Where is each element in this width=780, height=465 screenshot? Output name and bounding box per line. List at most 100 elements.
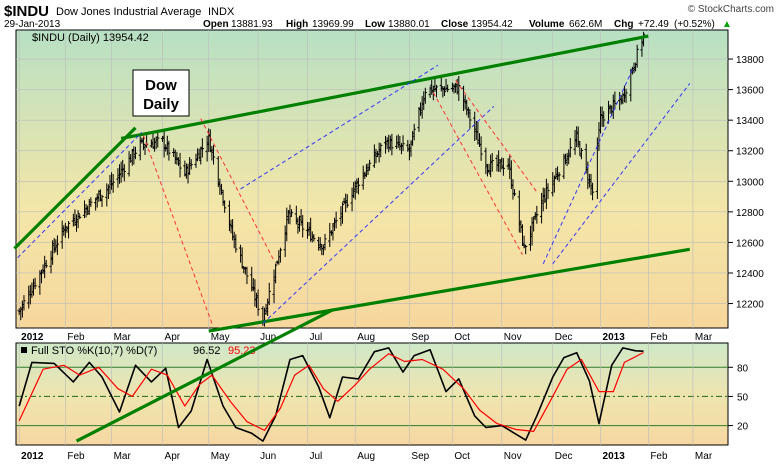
month-label: Jul bbox=[309, 451, 322, 462]
blue-channel-line bbox=[240, 64, 439, 190]
green-trendline bbox=[120, 34, 649, 141]
price-bars bbox=[17, 31, 646, 327]
sto-lines bbox=[18, 347, 644, 442]
open-value: 13881.93 bbox=[231, 19, 273, 30]
month-label: Mar bbox=[695, 332, 713, 343]
chg-label: Chg bbox=[614, 19, 633, 30]
month-label: Mar bbox=[695, 451, 713, 462]
month-label: 2013 bbox=[603, 332, 626, 343]
exchange-code: INDX bbox=[208, 6, 235, 18]
index-name: Dow Jones Industrial Average bbox=[56, 6, 201, 18]
blue-channel-line bbox=[552, 83, 691, 265]
month-axis-sto: 2012 Feb Mar Apr May Jun Jul Aug Sep Oct Nov Dec 201… bbox=[21, 451, 713, 462]
price-tick-label: 13400 bbox=[736, 116, 764, 127]
blue-channel-line bbox=[542, 69, 633, 265]
high-value: 13969.99 bbox=[312, 19, 354, 30]
price-tick-label: 12400 bbox=[736, 269, 764, 280]
month-label: 2012 bbox=[21, 451, 44, 462]
price-panel-background bbox=[15, 29, 729, 329]
price-tick-label: 12800 bbox=[736, 208, 764, 219]
sto-k-value: 96.52 bbox=[193, 345, 221, 357]
close-value: 13954.42 bbox=[471, 19, 513, 30]
green-trendline bbox=[13, 126, 137, 250]
sto-tick-label: 20 bbox=[737, 422, 749, 433]
high-label: High bbox=[286, 19, 308, 30]
month-label: Mar bbox=[114, 332, 132, 343]
chg-percent: (+0.52%) bbox=[674, 19, 715, 30]
close-label: Close bbox=[441, 19, 469, 30]
month-label: Feb bbox=[67, 332, 85, 343]
price-tick-label: 12200 bbox=[736, 300, 764, 311]
price-tick-label: 13800 bbox=[736, 55, 764, 66]
price-tick-label: 13000 bbox=[736, 177, 764, 188]
volume-value: 662.6M bbox=[569, 19, 602, 30]
annotation-box bbox=[132, 69, 190, 117]
month-label: Sep bbox=[411, 451, 429, 462]
sto-tick-label: 80 bbox=[737, 363, 749, 374]
sto-axis: 20 50 80 bbox=[728, 363, 749, 433]
month-label: 2012 bbox=[21, 332, 44, 343]
price-panel: 12200 12400 12600 12800 13000 13200 13400 13600… bbox=[15, 29, 764, 329]
month-label: Apr bbox=[165, 451, 181, 462]
red-channel-line bbox=[432, 92, 523, 255]
price-axis: 12200 12400 12600 12800 13000 13200 13400 13600… bbox=[728, 55, 764, 311]
annotation-line-2: Daily bbox=[143, 96, 180, 113]
volume-label: Volume bbox=[529, 19, 565, 30]
red-channel-line bbox=[142, 135, 213, 324]
price-gridlines bbox=[16, 30, 728, 328]
price-legend: $INDU (Daily) 13954.42 bbox=[32, 32, 149, 44]
month-label: Aug bbox=[357, 332, 375, 343]
low-value: 13880.01 bbox=[388, 19, 430, 30]
sto-tick-label: 50 bbox=[737, 392, 749, 403]
month-label: May bbox=[211, 332, 230, 343]
sto-legend-label: Full STO %K(10,7) %D(7) bbox=[31, 345, 157, 357]
sto-panel: 20 50 80 Full STO %K(10,7) %D(7) 96.52 95.… bbox=[15, 342, 749, 446]
chg-value: +72.49 bbox=[638, 19, 669, 30]
open-label: Open bbox=[203, 19, 229, 30]
month-label: Oct bbox=[454, 332, 470, 343]
green-trendline bbox=[208, 247, 691, 333]
sto-panel-background bbox=[15, 342, 729, 446]
green-trendline bbox=[75, 308, 334, 443]
month-axis-price: 2012 Feb Mar Apr May Jun Jul Aug Sep Oct Nov Dec 201… bbox=[21, 332, 713, 343]
trendlines bbox=[13, 34, 691, 443]
sto-gridlines bbox=[16, 343, 728, 445]
month-label: Feb bbox=[650, 451, 668, 462]
price-tick-label: 13600 bbox=[736, 86, 764, 97]
month-label: Jun bbox=[260, 451, 276, 462]
month-label: Apr bbox=[165, 332, 181, 343]
sto-legend-swatch bbox=[21, 347, 27, 353]
month-label: Feb bbox=[650, 332, 668, 343]
month-label: Dec bbox=[555, 451, 573, 462]
blue-channel-line bbox=[17, 132, 143, 259]
month-label: Mar bbox=[114, 451, 132, 462]
month-label: Nov bbox=[504, 451, 522, 462]
up-arrow-icon: ▲ bbox=[722, 19, 732, 30]
annotation-line-1: Dow bbox=[145, 77, 177, 94]
month-label: Sep bbox=[411, 332, 429, 343]
price-tick-label: 12600 bbox=[736, 238, 764, 249]
low-label: Low bbox=[365, 19, 385, 30]
month-label: Feb bbox=[67, 451, 85, 462]
dow-daily-annotation: Dow Daily bbox=[132, 69, 190, 117]
month-label: Nov bbox=[504, 332, 522, 343]
symbol-title: $INDU bbox=[4, 3, 49, 20]
sto-d-line bbox=[18, 351, 644, 432]
price-tick-label: 13200 bbox=[736, 147, 764, 158]
chart-header: $INDU Dow Jones Industrial Average INDX … bbox=[4, 3, 774, 30]
month-label: Aug bbox=[357, 451, 375, 462]
copyright: © StockCharts.com bbox=[688, 4, 774, 15]
month-label: Dec bbox=[555, 332, 573, 343]
month-label: 2013 bbox=[603, 451, 626, 462]
quote-row: Open 13881.93 High 13969.99 Low 13880.01… bbox=[203, 19, 732, 30]
month-label: Jun bbox=[260, 332, 276, 343]
blue-channel-line bbox=[262, 106, 495, 324]
sto-legend: Full STO %K(10,7) %D(7) 96.52 95.23 bbox=[21, 345, 256, 357]
red-channel-line bbox=[455, 80, 538, 193]
red-channel-line bbox=[200, 118, 275, 261]
month-label: Oct bbox=[454, 451, 470, 462]
quote-date: 29-Jan-2013 bbox=[4, 19, 61, 30]
sto-k-line bbox=[18, 347, 644, 442]
